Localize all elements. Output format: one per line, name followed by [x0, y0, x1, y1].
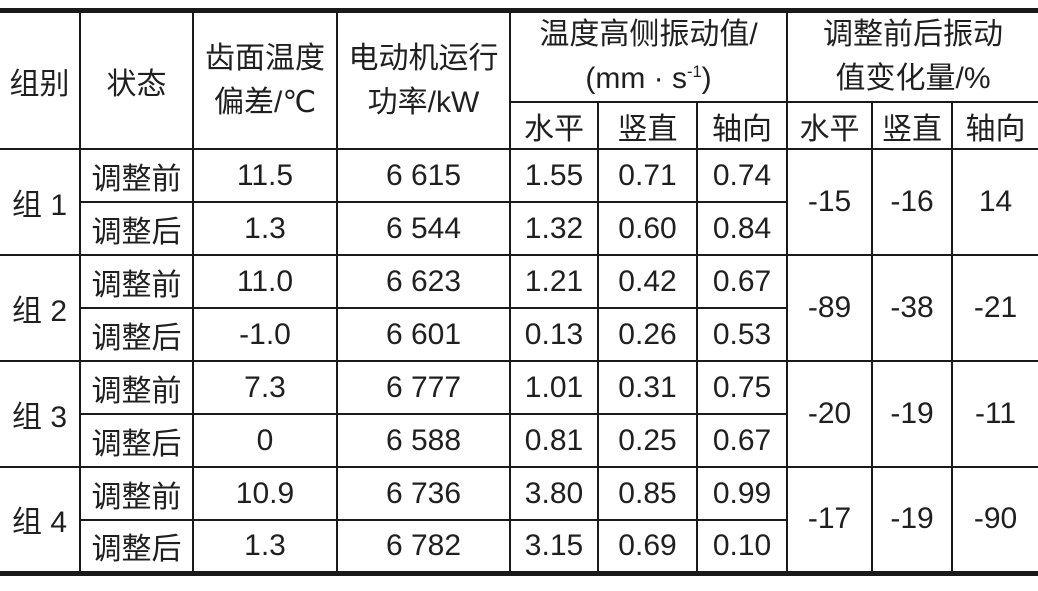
state-cell: 调整前 [79, 254, 194, 309]
change-v-cell: -19 [871, 360, 954, 468]
group-label-cell: 组 1 [0, 148, 81, 256]
change-h-cell: -89 [786, 254, 874, 362]
header-temp-line2: 偏差/℃ [213, 85, 317, 119]
temp-cell: 11.0 [192, 254, 338, 309]
temp-cell: 11.5 [192, 148, 338, 203]
table-row-group1-after: 调整后 1.3 6 544 1.32 0.60 0.84 [0, 201, 1038, 256]
header-change-line2: 值变化量/% [835, 62, 991, 95]
header-change-group: 调整前后振动 值变化量/% [786, 9, 1038, 103]
change-v-cell: -19 [871, 466, 954, 574]
state-cell: 调整前 [79, 360, 194, 415]
header-temp-deviation: 齿面温度 偏差/℃ [192, 9, 338, 150]
vib-a-cell: 0.74 [695, 148, 789, 203]
vib-h-cell: 1.01 [509, 360, 599, 415]
vib-h-cell: 3.15 [509, 519, 599, 574]
power-cell: 6 623 [336, 254, 511, 309]
vib-h-cell: 0.81 [509, 413, 599, 468]
vib-a-cell: 0.67 [695, 254, 789, 309]
change-a-cell: 14 [951, 148, 1038, 256]
change-v-cell: -38 [871, 254, 954, 362]
power-cell: 6 615 [336, 148, 511, 203]
vib-h-cell: 1.55 [509, 148, 599, 203]
table-row-group1-before: 组 1 调整前 11.5 6 615 1.55 0.71 0.74 -15 -1… [0, 148, 1038, 256]
vib-a-cell: 0.99 [695, 466, 789, 521]
table-row-group4-before: 组 4 调整前 10.9 6 736 3.80 0.85 0.99 -17 -1… [0, 466, 1038, 574]
group-label-cell: 组 3 [0, 360, 81, 468]
temp-cell: 1.3 [192, 201, 338, 256]
vib-v-cell: 0.85 [597, 466, 698, 521]
power-cell: 6 601 [336, 307, 511, 362]
vib-h-cell: 1.32 [509, 201, 599, 256]
power-cell: 6 588 [336, 413, 511, 468]
power-cell: 6 544 [336, 201, 511, 256]
vib-unit-pre: (mm · s [585, 62, 687, 95]
subheader-vib-horizontal: 水平 [509, 101, 599, 150]
vib-v-cell: 0.42 [597, 254, 698, 309]
header-power-line1: 电动机运行 [348, 41, 499, 75]
subheader-change-vertical: 竖直 [871, 101, 954, 150]
change-a-cell: -11 [951, 360, 1038, 468]
subheader-change-axial: 轴向 [951, 101, 1038, 150]
vib-v-cell: 0.25 [597, 413, 698, 468]
change-h-cell: -17 [786, 466, 874, 574]
state-cell: 调整后 [79, 307, 194, 362]
vib-v-cell: 0.31 [597, 360, 698, 415]
change-h-cell: -15 [786, 148, 874, 256]
state-cell: 调整前 [79, 148, 194, 203]
change-h-cell: -20 [786, 360, 874, 468]
power-cell: 6 782 [336, 519, 511, 574]
vib-v-cell: 0.69 [597, 519, 698, 574]
state-cell: 调整后 [79, 519, 194, 574]
table-row-group2-after: 调整后 -1.0 6 601 0.13 0.26 0.53 [0, 307, 1038, 362]
temp-cell: 0 [192, 413, 338, 468]
state-cell: 调整前 [79, 466, 194, 521]
header-change-line1: 调整前后振动 [823, 18, 1004, 51]
vib-v-cell: 0.26 [597, 307, 698, 362]
state-cell: 调整后 [79, 201, 194, 256]
subheader-vib-vertical: 竖直 [597, 101, 698, 150]
vib-h-cell: 1.21 [509, 254, 599, 309]
header-vibration-group: 温度高侧振动值/ (mm · s-1) [508, 9, 789, 103]
header-state: 状态 [79, 9, 194, 150]
table-row-group3-after: 调整后 0 6 588 0.81 0.25 0.67 [0, 413, 1038, 468]
header-motor-power: 电动机运行 功率/kW [336, 9, 511, 150]
header-temp-line1: 齿面温度 [205, 41, 325, 75]
vib-a-cell: 0.75 [695, 360, 789, 415]
temp-cell: -1.0 [192, 307, 338, 362]
vibration-data-table: 组别 状态 齿面温度 偏差/℃ 电动机运行 功率/kW 温度高侧振动值/ (mm… [0, 8, 1038, 576]
change-v-cell: -16 [871, 148, 954, 256]
temp-cell: 1.3 [192, 519, 338, 574]
vib-unit-post: ) [701, 62, 712, 95]
temp-cell: 10.9 [192, 466, 338, 521]
temp-cell: 7.3 [192, 360, 338, 415]
subheader-vib-axial: 轴向 [695, 101, 789, 150]
state-cell: 调整后 [79, 413, 194, 468]
table-row-group3-before: 组 3 调整前 7.3 6 777 1.01 0.31 0.75 -20 -19… [0, 360, 1038, 468]
vib-a-cell: 0.67 [695, 413, 789, 468]
vib-h-cell: 3.80 [509, 466, 599, 521]
header-vib-title: 温度高侧振动值/ [539, 18, 758, 51]
table-row-group2-before: 组 2 调整前 11.0 6 623 1.21 0.42 0.67 -89 -3… [0, 254, 1038, 362]
header-row-main: 组别 状态 齿面温度 偏差/℃ 电动机运行 功率/kW 温度高侧振动值/ (mm… [0, 9, 1038, 150]
header-row-sub: 水平 竖直 轴向 水平 竖直 轴向 [0, 101, 1038, 150]
header-group: 组别 [0, 9, 81, 150]
group-label-cell: 组 2 [0, 254, 81, 362]
vib-a-cell: 0.84 [695, 201, 789, 256]
header-vib-unit: (mm · s-1) [512, 57, 785, 100]
vib-a-cell: 0.53 [695, 307, 789, 362]
vib-unit-superscript: -1 [687, 63, 702, 81]
vib-v-cell: 0.71 [597, 148, 698, 203]
group-label-cell: 组 4 [0, 466, 81, 574]
change-a-cell: -90 [951, 466, 1038, 574]
vib-v-cell: 0.60 [597, 201, 698, 256]
subheader-change-horizontal: 水平 [786, 101, 874, 150]
change-a-cell: -21 [951, 254, 1038, 362]
vib-h-cell: 0.13 [509, 307, 599, 362]
vib-a-cell: 0.10 [695, 519, 789, 574]
header-power-line2: 功率/kW [367, 85, 480, 119]
power-cell: 6 736 [336, 466, 511, 521]
table-row-group4-after: 调整后 1.3 6 782 3.15 0.69 0.10 [0, 519, 1038, 574]
power-cell: 6 777 [336, 360, 511, 415]
